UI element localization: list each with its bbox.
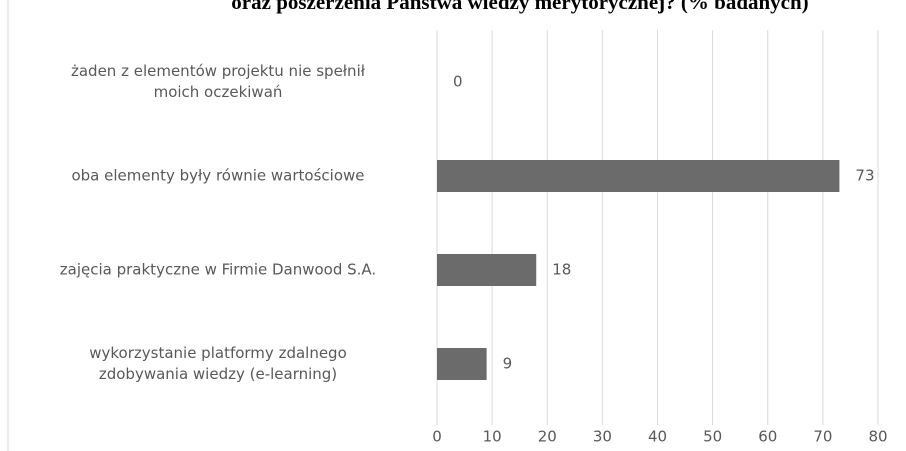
x-tick-label: 60 (758, 428, 777, 446)
y-tick-label: zajęcia praktyczne w Firmie Danwood S.A. (59, 260, 377, 279)
bar (437, 348, 487, 380)
data-label: 73 (855, 167, 874, 185)
x-tick-label: 80 (868, 428, 887, 446)
x-tick-label: 50 (703, 428, 722, 446)
x-tick-label: 70 (813, 428, 832, 446)
y-tick-label: wykorzystanie platformy zdalnego zdobywa… (89, 344, 347, 383)
x-tick-label: 30 (593, 428, 612, 446)
bar (437, 254, 537, 286)
x-tick-label: 0 (432, 428, 442, 446)
x-tick-label: 20 (538, 428, 557, 446)
chart-title: oraz poszerzenia Państwa wiedzy merytory… (231, 0, 808, 14)
y-tick-label: żaden z elementów projektu nie spełnił m… (70, 62, 365, 101)
x-tick-label: 40 (648, 428, 667, 446)
y-tick-label: oba elementy były równie wartościowe (71, 166, 365, 185)
data-label: 18 (552, 261, 571, 279)
x-tick-label: 10 (483, 428, 502, 446)
data-label: 9 (503, 355, 513, 373)
data-label: 0 (453, 73, 463, 91)
bar (437, 160, 840, 192)
